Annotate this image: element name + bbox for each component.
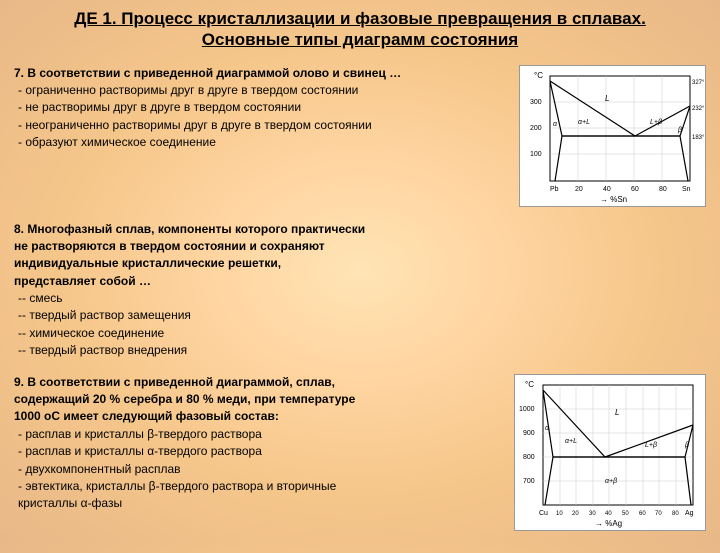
svg-text:α+L: α+L: [565, 438, 577, 445]
svg-text:300: 300: [530, 99, 542, 106]
svg-text:Sn: Sn: [682, 186, 691, 193]
svg-text:α+L: α+L: [578, 119, 590, 126]
svg-text:L: L: [605, 94, 609, 103]
question-8: 8. Многофазный сплав, компоненты которог…: [14, 221, 706, 360]
svg-text:800: 800: [523, 454, 535, 461]
svg-text:900: 900: [523, 430, 535, 437]
q8-prompt: 8. Многофазный сплав, компоненты которог…: [14, 221, 706, 291]
svg-text:Cu: Cu: [539, 510, 548, 517]
svg-text:Pb: Pb: [550, 186, 559, 193]
svg-text:Ag: Ag: [685, 510, 694, 517]
svg-text:→ %Ag: → %Ag: [595, 519, 622, 528]
svg-text:200: 200: [530, 125, 542, 132]
svg-text:20: 20: [575, 186, 583, 193]
q9-opt: - эвтектика, кристаллы β-твердого раство…: [14, 478, 504, 495]
q7-prompt: 7. В соответствии с приведенной диаграмм…: [14, 65, 509, 82]
question-7: 7. В соответствии с приведенной диаграмм…: [14, 65, 706, 207]
q8-opt: -- смесь: [14, 290, 706, 307]
svg-text:327°: 327°: [692, 80, 705, 86]
svg-text:60: 60: [631, 186, 639, 193]
svg-text:L+β: L+β: [650, 119, 662, 126]
q8-opt: -- твердый раствор замещения: [14, 307, 706, 324]
question-9: 9. В соответствии с приведенной диаграмм…: [14, 374, 706, 531]
page-title: ДЕ 1. Процесс кристаллизации и фазовые п…: [14, 8, 706, 51]
svg-text:700: 700: [523, 478, 535, 485]
q9-text: 9. В соответствии с приведенной диаграмм…: [14, 374, 504, 513]
q8-opt: -- химическое соединение: [14, 325, 706, 342]
q9-prompt: 9. В соответствии с приведенной диаграмм…: [14, 374, 504, 426]
q9-opt: - двухкомпонентный расплав: [14, 461, 504, 478]
svg-text:183°: 183°: [692, 135, 705, 141]
title-line-2: Основные типы диаграмм состояния: [202, 30, 518, 49]
svg-text:50: 50: [622, 511, 629, 517]
q8-text: 8. Многофазный сплав, компоненты которог…: [14, 221, 706, 360]
svg-text:→ %Sn: → %Sn: [600, 195, 627, 204]
svg-text:100: 100: [530, 151, 542, 158]
q8-opt: -- твердый раствор внедрения: [14, 342, 706, 359]
svg-text:20: 20: [572, 511, 579, 517]
q7-opt: - ограниченно растворимы друг в друге в …: [14, 82, 509, 99]
q9-opt: - расплав и кристаллы β-твердого раствор…: [14, 426, 504, 443]
svg-text:30: 30: [589, 511, 596, 517]
svg-text:70: 70: [655, 511, 662, 517]
q7-opt: - неограниченно растворимы друг в друге …: [14, 117, 509, 134]
svg-text:40: 40: [603, 186, 611, 193]
q9-diagram: °C 1000 900 800 700 Cu Ag 10 20 30 40 50…: [514, 374, 706, 531]
svg-text:232°: 232°: [692, 106, 705, 112]
q7-opt: - не растворимы друг в друге в твердом с…: [14, 99, 509, 116]
svg-text:40: 40: [605, 511, 612, 517]
q9-opt: кристаллы α-фазы: [14, 495, 504, 512]
svg-text:10: 10: [556, 511, 563, 517]
svg-text:β: β: [684, 442, 689, 449]
title-line-1: ДЕ 1. Процесс кристаллизации и фазовые п…: [74, 9, 646, 28]
svg-text:°C: °C: [525, 380, 534, 389]
svg-text:L: L: [615, 408, 619, 417]
svg-text:α+β: α+β: [605, 478, 617, 485]
q7-opt: - образуют химическое соединение: [14, 134, 509, 151]
q9-opt: - расплав и кристаллы α-твердого раствор…: [14, 443, 504, 460]
svg-text:80: 80: [672, 511, 679, 517]
svg-text:60: 60: [639, 511, 646, 517]
q7-text: 7. В соответствии с приведенной диаграмм…: [14, 65, 509, 152]
svg-text:1000: 1000: [519, 406, 535, 413]
svg-text:β: β: [677, 127, 682, 134]
svg-text:80: 80: [659, 186, 667, 193]
svg-text:L+β: L+β: [645, 442, 657, 449]
y-axis-label: °C: [534, 71, 543, 80]
q7-diagram: °C 300 200 100 Pb Sn 20 40 60 80 → %Sn L…: [519, 65, 706, 207]
